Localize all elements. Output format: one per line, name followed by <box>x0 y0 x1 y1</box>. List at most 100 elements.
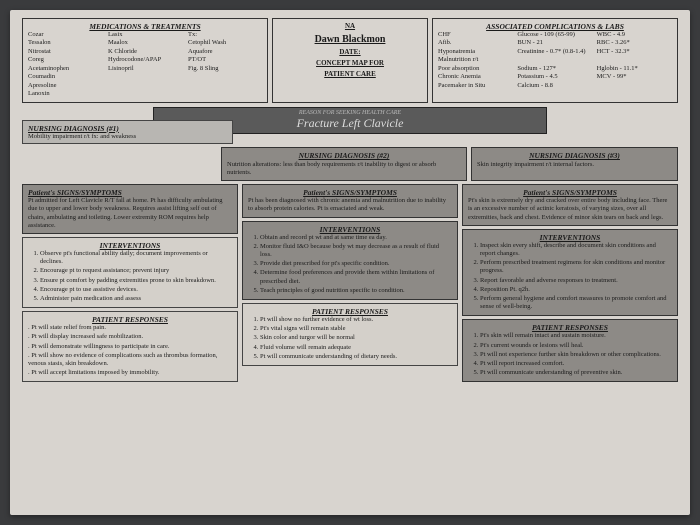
med-item: Aquafore <box>188 48 262 56</box>
c3-responses: PATIENT RESPONSES Pt's skin will remain … <box>462 319 678 382</box>
meds-col-1: CozarTessalonNitrostatCoregAcetaminophen… <box>28 31 102 99</box>
med-item: RBC - 3.26* <box>597 39 672 47</box>
med-item: Malnutrition r/t <box>438 56 513 64</box>
med-item: Hyponatremia <box>438 48 513 56</box>
list-item: . Pt will demonstrate willingness to par… <box>28 343 232 351</box>
labs-col-mid: Glucose - 109 (65-99)BUN - 21Creatinine … <box>517 31 592 90</box>
med-item: Coumadin <box>28 73 102 81</box>
list-item: Ensure pt comfort by padding extremities… <box>40 277 232 285</box>
medications-box: MEDICATIONS & TREATMENTS CozarTessalonNi… <box>22 18 268 103</box>
list-item: Report favorable and adverse responses t… <box>480 277 672 285</box>
med-item: Coreg <box>28 56 102 64</box>
c3-int-title: INTERVENTIONS <box>468 233 672 242</box>
patient-name: Dawn Blackmon <box>278 34 422 45</box>
patient-care-label: PATIENT CARE <box>278 70 422 78</box>
dx2-title: NURSING DIAGNOSIS (#2) <box>227 151 461 160</box>
med-item: K Chloride <box>108 48 182 56</box>
meds-title: MEDICATIONS & TREATMENTS <box>28 22 262 31</box>
c2-responses: PATIENT RESPONSES Pt will show no furthe… <box>242 303 458 366</box>
list-item: Reposition Pt. q2h. <box>480 286 672 294</box>
list-item: Skin color and turgor will be normal <box>260 334 452 342</box>
list-item: Pt's current wounds or lesions will heal… <box>480 342 672 350</box>
med-item: Fig. 8 Sling <box>188 65 262 73</box>
columns-area: Patient's SIGNS/SYMPTOMS Pt admitted for… <box>22 184 678 382</box>
dx1-text: Mobility impairment r/t fx: and weakness <box>28 133 136 140</box>
list-item: Monitor fluid I&O because body wt may de… <box>260 243 452 259</box>
med-item: Poor absorption <box>438 65 513 73</box>
list-item: . Pt will state relief from pain. <box>28 324 232 332</box>
med-item <box>517 56 592 64</box>
c1-responses: PATIENT RESPONSES . Pt will state relief… <box>22 311 238 382</box>
c1-signs: Patient's SIGNS/SYMPTOMS Pt admitted for… <box>22 184 238 234</box>
med-item: Hydrocodone/APAP <box>108 56 182 64</box>
med-item: Tessalon <box>28 39 102 47</box>
med-item <box>597 56 672 64</box>
med-item: Potassium - 4.5 <box>517 73 592 81</box>
c3-signs: Patient's SIGNS/SYMPTOMS Pt's skin is ex… <box>462 184 678 226</box>
med-item: Apresoline <box>28 82 102 90</box>
c2-ss-title: Patient's SIGNS/SYMPTOMS <box>248 188 452 197</box>
list-item: Determine food preferences and provide t… <box>260 269 452 285</box>
med-item: Pacemaker in Situ <box>438 82 513 90</box>
med-item: Acetaminophen <box>28 65 102 73</box>
list-item: . Pt will show no evidence of complicati… <box>28 352 232 368</box>
labs-box: ASSOCIATED COMPLICATIONS & LABS CHFAfib.… <box>432 18 678 103</box>
list-item: Perform general hygiene and comfort meas… <box>480 295 672 311</box>
med-item: Nitrostat <box>28 48 102 56</box>
c1-int-title: INTERVENTIONS <box>28 241 232 250</box>
list-item: Perform prescribed treatment regimens fo… <box>480 259 672 275</box>
list-item: Encourage pt to use assistive devices. <box>40 286 232 294</box>
dx3-text: Skin integrity impairment r/t internal f… <box>477 161 594 168</box>
med-item: Creatinine - 0.7* (0.8-1.4) <box>517 48 592 56</box>
dx1-title: NURSING DIAGNOSIS (#1) <box>28 124 227 133</box>
list-item: Provide diet prescribed for pt's specifi… <box>260 260 452 268</box>
list-item: . Pt will accept limitations imposed by … <box>28 369 232 377</box>
list-item: Pt will show no further evidence of wt l… <box>260 316 452 324</box>
med-item: Tx: <box>188 31 262 39</box>
column-3: Patient's SIGNS/SYMPTOMS Pt's skin is ex… <box>462 184 678 382</box>
med-item: Maalox <box>108 39 182 47</box>
med-item: MCV - 99* <box>597 73 672 81</box>
labs-title: ASSOCIATED COMPLICATIONS & LABS <box>438 22 672 31</box>
med-item: Lisinopril <box>108 65 182 73</box>
name-label: NA <box>345 22 355 30</box>
meds-col-3: Tx:Cetophil WashAquaforePT/OTFig. 8 Slin… <box>188 31 262 99</box>
med-item: CHF <box>438 31 513 39</box>
list-item: Administer pain medication and assess <box>40 295 232 303</box>
meds-col-2: LasixMaaloxK ChlorideHydrocodone/APAPLis… <box>108 31 182 99</box>
labs-col-left: CHFAfib.HyponatremiaMalnutrition r/tPoor… <box>438 31 513 90</box>
list-item: Observe pt's functional ability daily; d… <box>40 250 232 266</box>
nursing-dx-1: NURSING DIAGNOSIS (#1) Mobility impairme… <box>22 120 233 145</box>
list-item: Inspect skin every shift, describe and d… <box>480 242 672 258</box>
concept-label: CONCEPT MAP FOR <box>278 59 422 67</box>
med-item: Cozar <box>28 31 102 39</box>
c2-interventions: INTERVENTIONS Obtain and record pt wt an… <box>242 221 458 300</box>
med-item: Hglobin - 11.1* <box>597 65 672 73</box>
c2-ss-text: Pt has been diagnosed with chronic anemi… <box>248 197 446 212</box>
nursing-dx-3: NURSING DIAGNOSIS (#3) Skin integrity im… <box>471 147 678 181</box>
dx2-text: Nutrition alterations: less than body re… <box>227 161 436 176</box>
med-item: Glucose - 109 (65-99) <box>517 31 592 39</box>
c2-int-title: INTERVENTIONS <box>248 225 452 234</box>
nursing-dx-2: NURSING DIAGNOSIS (#2) Nutrition alterat… <box>221 147 467 181</box>
c3-pr-title: PATIENT RESPONSES <box>468 323 672 332</box>
column-2: Patient's SIGNS/SYMPTOMS Pt has been dia… <box>242 184 458 382</box>
c2-pr-title: PATIENT RESPONSES <box>248 307 452 316</box>
list-item: Pt will not experience further skin brea… <box>480 351 672 359</box>
list-item: Obtain and record pt wt and at same time… <box>260 234 452 242</box>
med-item: Lanoxin <box>28 90 102 98</box>
labs-col-right: WBC - 4.9RBC - 3.26*HCT - 32.3* Hglobin … <box>597 31 672 90</box>
list-item: Pt will communicate understanding of die… <box>260 353 452 361</box>
list-item: Pt will communicate understanding of pre… <box>480 369 672 377</box>
med-item: Calcium - 8.8 <box>517 82 592 90</box>
list-item: . Pt will display increased safe mobiliz… <box>28 333 232 341</box>
c1-ss-title: Patient's SIGNS/SYMPTOMS <box>28 188 232 197</box>
header-row: MEDICATIONS & TREATMENTS CozarTessalonNi… <box>22 18 678 103</box>
dx3-title: NURSING DIAGNOSIS (#3) <box>477 151 672 160</box>
med-item: Afib. <box>438 39 513 47</box>
med-item: WBC - 4.9 <box>597 31 672 39</box>
date-label: DATE: <box>278 48 422 56</box>
list-item: Pt's vital signs will remain stable <box>260 325 452 333</box>
med-item: PT/OT <box>188 56 262 64</box>
c1-pr-title: PATIENT RESPONSES <box>28 315 232 324</box>
